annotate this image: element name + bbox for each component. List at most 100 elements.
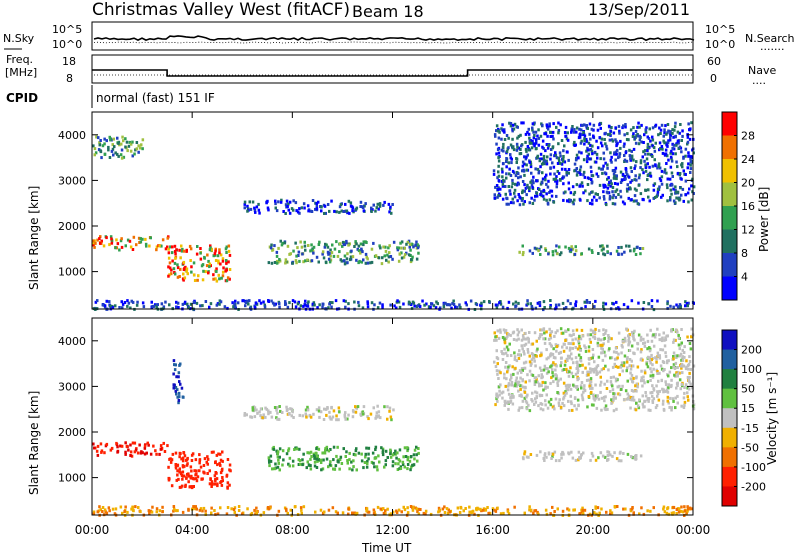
echo-cell xyxy=(525,168,528,172)
echo-cell xyxy=(533,144,536,148)
echo-cell xyxy=(600,396,604,400)
echo-cell xyxy=(520,328,523,332)
echo-cell xyxy=(601,244,604,248)
echo-cell xyxy=(574,245,577,249)
echo-cell xyxy=(606,450,609,454)
echo-cell xyxy=(680,193,683,197)
echo-cell xyxy=(691,190,694,194)
echo-cell xyxy=(680,177,683,181)
echo-cell xyxy=(434,306,438,310)
echo-cell xyxy=(630,344,634,348)
echo-cell xyxy=(535,349,538,353)
echo-cell xyxy=(281,449,285,453)
echo-cell xyxy=(635,160,638,164)
echo-cell xyxy=(635,178,638,182)
echo-cell xyxy=(570,357,574,361)
echo-cell xyxy=(215,270,218,273)
echo-cell xyxy=(615,377,618,381)
echo-cell xyxy=(189,247,193,251)
echo-cell xyxy=(274,462,277,466)
echo-cell xyxy=(502,142,505,146)
echo-cell xyxy=(662,139,665,143)
echo-cell xyxy=(141,451,144,455)
echo-cell xyxy=(306,302,309,306)
echo-cell xyxy=(354,410,358,414)
echo-cell xyxy=(676,330,679,334)
echo-cell xyxy=(367,510,371,514)
echo-cell xyxy=(99,149,102,153)
echo-cell xyxy=(589,377,593,381)
echo-cell xyxy=(448,510,452,514)
echo-cell xyxy=(578,171,581,174)
echo-cell xyxy=(533,134,536,137)
echo-cell xyxy=(688,375,691,379)
echo-cell xyxy=(639,192,643,196)
echo-cell xyxy=(326,203,330,206)
echo-cell xyxy=(562,149,565,153)
echo-cell xyxy=(100,239,103,243)
echo-cell xyxy=(501,336,505,339)
echo-cell xyxy=(610,401,613,405)
echo-cell xyxy=(538,301,542,305)
echo-cell xyxy=(563,144,566,148)
echo-cell xyxy=(146,441,149,445)
echo-cell xyxy=(676,190,680,194)
echo-cell xyxy=(177,477,180,481)
echo-cell xyxy=(649,174,653,178)
echo-cell xyxy=(199,257,203,261)
echo-cell xyxy=(667,401,670,405)
echo-cell xyxy=(631,379,634,383)
echo-cell xyxy=(674,354,678,358)
echo-cell xyxy=(584,349,588,353)
echo-cell xyxy=(530,146,534,150)
echo-cell xyxy=(676,305,680,309)
echo-cell xyxy=(569,198,572,202)
echo-cell xyxy=(602,395,606,399)
echo-cell xyxy=(496,399,499,403)
echo-cell xyxy=(602,185,606,189)
echo-cell xyxy=(661,348,665,352)
echo-cell xyxy=(550,148,553,151)
echo-cell xyxy=(92,241,95,245)
echo-cell xyxy=(415,453,418,457)
echo-cell xyxy=(581,508,584,512)
echo-cell xyxy=(671,131,674,135)
echo-cell xyxy=(213,474,217,478)
echo-cell xyxy=(284,261,287,265)
echo-cell xyxy=(573,140,576,144)
echo-cell xyxy=(388,409,391,413)
echo-cell xyxy=(391,453,395,457)
echo-cell xyxy=(666,302,669,306)
echo-cell xyxy=(604,131,607,135)
colorbar-swatch xyxy=(722,229,737,254)
echo-cell xyxy=(255,510,258,514)
echo-cell xyxy=(243,412,247,415)
echo-cell xyxy=(676,366,679,369)
echo-cell xyxy=(686,376,690,379)
echo-cell xyxy=(216,463,219,467)
echo-cell xyxy=(194,477,198,481)
echo-cell xyxy=(96,299,99,303)
echo-cell xyxy=(177,371,181,375)
echo-cell xyxy=(651,375,655,379)
echo-cell xyxy=(551,253,555,257)
echo-cell xyxy=(648,127,651,131)
echo-cell xyxy=(329,254,332,258)
echo-cell xyxy=(654,164,657,168)
echo-cell xyxy=(556,329,559,333)
echo-cell xyxy=(533,509,536,513)
echo-cell xyxy=(166,236,169,240)
echo-cell xyxy=(611,186,615,189)
echo-cell xyxy=(384,249,388,253)
echo-cell xyxy=(673,125,677,129)
y-tick-label: 1000 xyxy=(58,266,86,279)
echo-cell xyxy=(665,361,669,365)
echo-cell xyxy=(620,245,623,249)
echo-cell xyxy=(612,350,616,354)
echo-cell xyxy=(506,384,510,388)
echo-cell xyxy=(383,200,386,204)
echo-cell xyxy=(650,358,653,362)
echo-cell xyxy=(597,397,601,401)
echo-cell xyxy=(611,169,615,173)
echo-cell xyxy=(522,361,526,365)
